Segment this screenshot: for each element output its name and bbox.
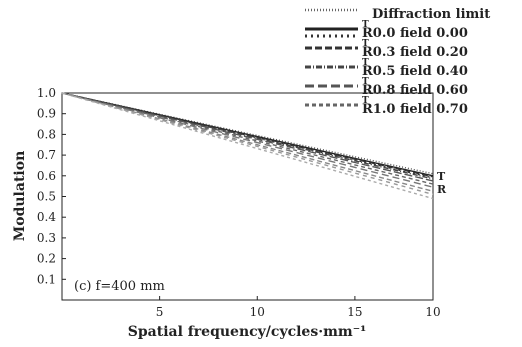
series-line	[61, 92, 434, 180]
y-tick-label: 0.9	[37, 107, 56, 121]
legend-label: R0.3 field 0.20	[362, 45, 468, 60]
y-tick-label: 0.4	[37, 210, 56, 224]
series-line	[61, 92, 434, 200]
legend-sup: T	[362, 96, 369, 106]
legend-sup: T	[362, 39, 369, 49]
y-axis-label: Modulation	[12, 151, 28, 242]
y-tick-label: 0.1	[37, 272, 56, 286]
x-axis-label: Spatial frequency/cycles·mm⁻¹	[128, 324, 366, 340]
y-tick-label: 0.2	[37, 252, 56, 266]
legend-sup: T	[362, 20, 369, 30]
end-label-top: T	[437, 170, 446, 183]
series-lines	[61, 92, 434, 200]
series-line	[61, 92, 434, 182]
x-tick-label: 10	[250, 305, 265, 319]
chart-annotation: (c) f=400 mm	[74, 279, 165, 294]
y-tick-label: 0.5	[37, 190, 56, 204]
end-label-bottom: R	[437, 183, 447, 196]
legend-label: Diffraction limit	[372, 7, 490, 22]
legend-sup: T	[362, 58, 369, 68]
x-axis: 5 10 15 10	[156, 296, 441, 319]
y-tick-label: 0.7	[37, 148, 56, 162]
series-line	[61, 92, 434, 196]
y-axis: 0.1 0.2 0.3 0.4 0.5 0.6 0.7 0.8 0.9 1.0	[37, 86, 66, 286]
x-tick-label: 15	[347, 305, 362, 319]
y-tick-label: 1.0	[37, 86, 56, 100]
x-tick-label: 10	[425, 305, 440, 319]
plot-area	[61, 92, 434, 301]
y-tick-label: 0.3	[37, 231, 56, 245]
legend-label: R0.8 field 0.60	[362, 83, 468, 98]
series-line	[61, 92, 434, 188]
series-line	[61, 92, 434, 185]
legend-label: R0.5 field 0.40	[362, 64, 468, 79]
legend-label: R0.0 field 0.00	[362, 26, 468, 41]
legend-label: R1.0 field 0.70	[362, 102, 468, 117]
y-tick-label: 0.6	[37, 169, 56, 183]
x-tick-label: 5	[156, 305, 164, 319]
y-tick-label: 0.8	[37, 127, 56, 141]
legend-sup: T	[362, 77, 369, 87]
